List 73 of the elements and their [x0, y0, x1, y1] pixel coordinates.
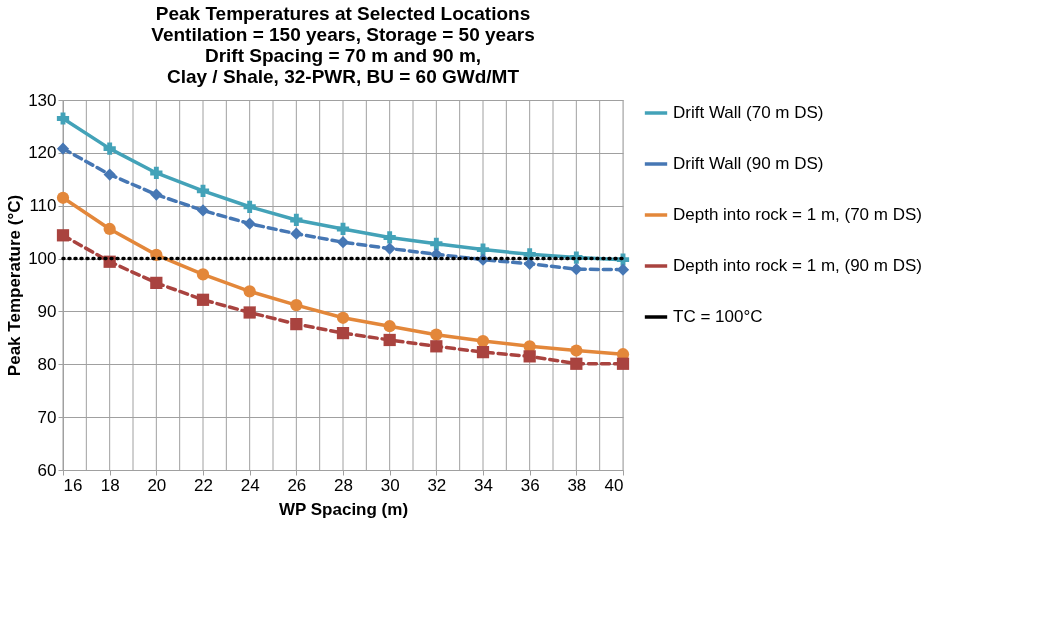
- x-tick-label: 38: [567, 475, 587, 495]
- x-tick-label: 34: [474, 475, 493, 495]
- x-tick-label: 16: [63, 475, 83, 495]
- point: [103, 168, 116, 181]
- point: [290, 317, 303, 331]
- legend-label: Drift Wall (90 m DS): [673, 154, 824, 173]
- legend-label: Depth into rock = 1 m, (70 m DS): [673, 205, 922, 224]
- x-tick-label: 22: [194, 475, 213, 495]
- y-tick-label: 110: [29, 196, 57, 216]
- point: [196, 293, 210, 306]
- point: [430, 237, 443, 250]
- point: [476, 334, 490, 348]
- point: [570, 344, 583, 357]
- y-tick-label: 80: [37, 354, 57, 374]
- point: [196, 184, 210, 198]
- legend-label: Depth into rock = 1 m, (90 m DS): [673, 256, 922, 275]
- point: [150, 188, 163, 201]
- point: [383, 242, 396, 255]
- y-axis-title: Peak Temperature (°C): [5, 194, 25, 377]
- x-tick-label: 32: [427, 475, 447, 495]
- point: [523, 350, 536, 363]
- text: Drift Spacing = 70 m and 90 m,: [204, 45, 482, 66]
- point: [150, 276, 163, 290]
- x-tick-label: 40: [604, 475, 624, 495]
- point: [56, 142, 70, 155]
- point: [56, 112, 70, 125]
- point: [150, 166, 163, 180]
- x-tick-label: 24: [240, 475, 260, 495]
- point: [430, 340, 443, 353]
- y-tick-label: 90: [37, 301, 57, 321]
- point: [336, 236, 350, 249]
- y-tick-label: 100: [28, 249, 57, 269]
- point: [243, 306, 256, 319]
- point: [616, 357, 630, 370]
- x-tick-label: 26: [287, 475, 307, 495]
- point: [290, 298, 303, 312]
- y-tick-label: 60: [37, 460, 57, 480]
- x-tick-label: 20: [147, 475, 167, 495]
- y-tick-label: 120: [28, 143, 57, 163]
- point: [430, 328, 443, 341]
- x-tick-label: 18: [100, 475, 120, 495]
- point: [336, 311, 350, 324]
- point: [383, 333, 396, 347]
- point: [196, 204, 210, 217]
- x-tick-label: 28: [334, 475, 353, 495]
- text: Peak Temperatures at Selected Locations: [155, 3, 531, 24]
- text: Ventilation = 150 years, Storage = 50 years: [151, 24, 535, 45]
- point: [243, 285, 256, 298]
- point: [56, 191, 70, 204]
- y-tick-label: 130: [28, 90, 57, 110]
- point: [383, 320, 396, 333]
- point: [290, 227, 303, 240]
- x-tick-label: 36: [520, 475, 540, 495]
- point: [476, 243, 490, 256]
- point: [196, 268, 210, 281]
- point: [103, 222, 116, 236]
- point: [56, 229, 70, 242]
- legend-label: Drift Wall (70 m DS): [673, 103, 824, 122]
- y-tick-label: 70: [37, 407, 57, 427]
- legend-label: TC = 100°C: [673, 307, 763, 326]
- point: [336, 326, 350, 340]
- point: [383, 231, 396, 244]
- point: [616, 263, 630, 276]
- point: [523, 257, 536, 270]
- point: [103, 142, 116, 155]
- point: [243, 200, 256, 213]
- x-axis-title: WP Spacing (m): [278, 499, 409, 519]
- x-tick-label: 30: [380, 475, 400, 495]
- point: [243, 217, 256, 230]
- point: [290, 213, 303, 227]
- point: [476, 346, 490, 359]
- text: Clay / Shale, 32-PWR, BU = 60 GWd/MT: [166, 66, 520, 87]
- point: [570, 357, 583, 370]
